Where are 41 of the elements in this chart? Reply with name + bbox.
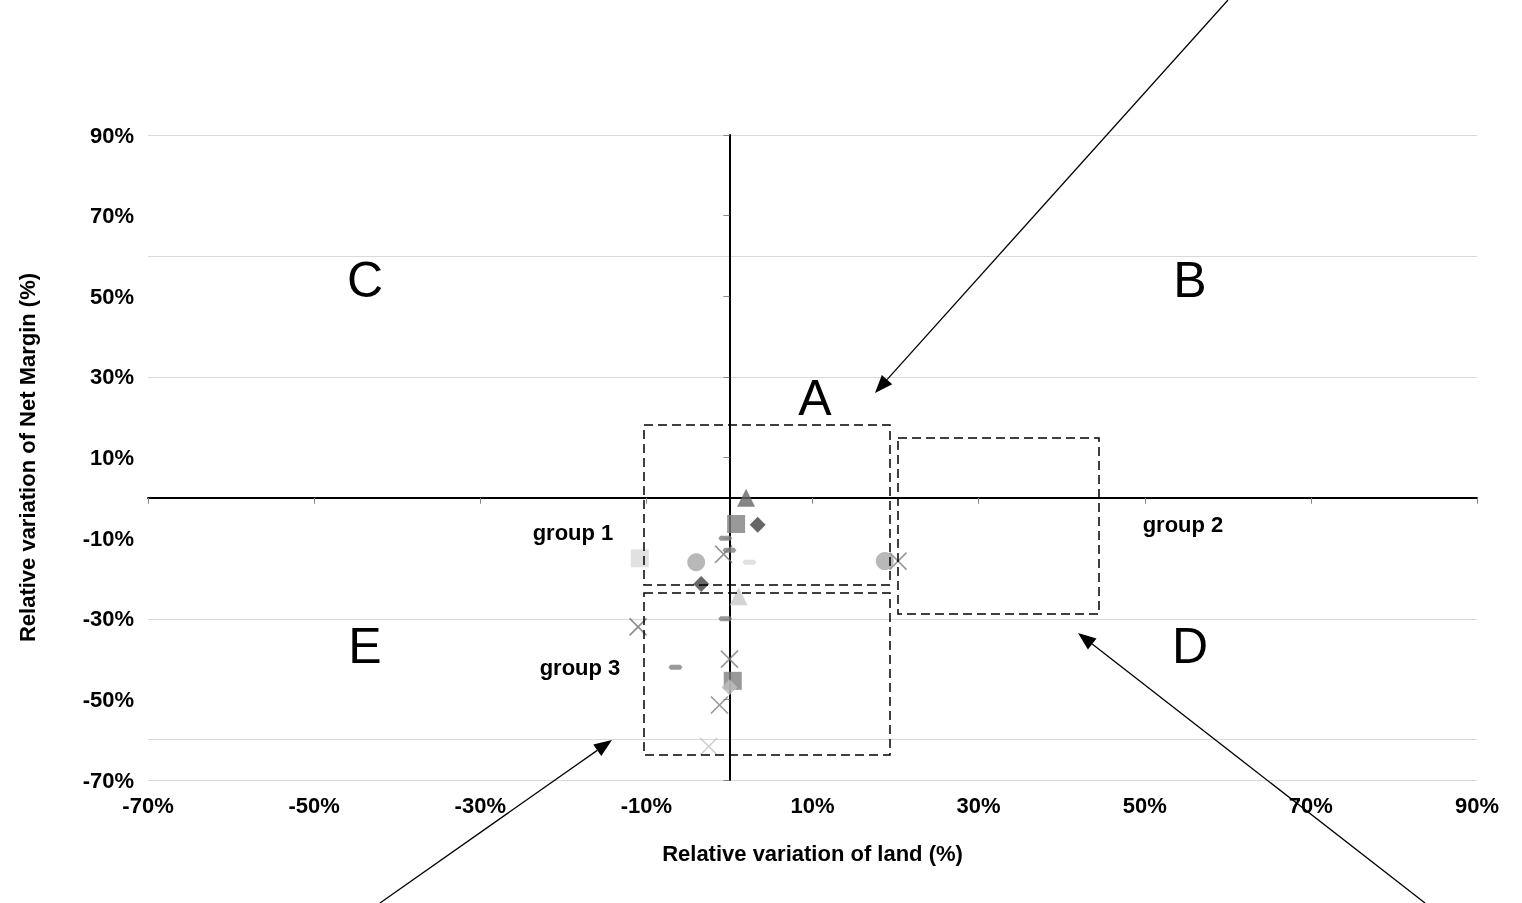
x-tick-label: 30% bbox=[956, 792, 1001, 818]
point bbox=[699, 737, 718, 756]
y-tick-label: -30% bbox=[82, 606, 134, 632]
x-axis-title: Relative variation of land (%) bbox=[662, 840, 963, 866]
point bbox=[727, 515, 746, 534]
x-tick-label: 90% bbox=[1454, 792, 1500, 818]
x-tick-label: -10% bbox=[620, 792, 673, 818]
annotation: B bbox=[1173, 252, 1207, 308]
x-tick-label: -30% bbox=[454, 792, 506, 818]
x-tick-label: 10% bbox=[790, 792, 835, 818]
annotation: C bbox=[346, 252, 384, 308]
annotation: E bbox=[348, 618, 382, 674]
annotation: A bbox=[798, 370, 833, 426]
y-tick-label: 90% bbox=[89, 122, 134, 148]
point bbox=[888, 551, 908, 571]
point bbox=[720, 649, 739, 669]
y-tick-label: 70% bbox=[89, 203, 134, 229]
point bbox=[710, 695, 729, 715]
annotation: group 3 bbox=[539, 654, 621, 680]
y-axis-title: Relative variation of Net Margin (%) bbox=[14, 272, 40, 643]
point bbox=[737, 488, 756, 507]
x-tick-label: -70% bbox=[122, 792, 174, 818]
annotation: group 1 bbox=[532, 519, 614, 545]
point bbox=[630, 549, 649, 568]
x-tick-label: -50% bbox=[288, 792, 340, 818]
x-tick-label: 50% bbox=[1122, 792, 1167, 818]
annotation: group 2 bbox=[1142, 511, 1224, 537]
y-tick-label: -50% bbox=[82, 686, 134, 712]
point bbox=[875, 552, 894, 571]
annotation: D bbox=[1171, 618, 1209, 674]
point bbox=[729, 587, 748, 606]
y-tick-label: 30% bbox=[89, 364, 134, 390]
point bbox=[687, 553, 706, 572]
y-tick-label: -10% bbox=[82, 525, 134, 551]
point bbox=[749, 516, 766, 533]
y-tick-label: 50% bbox=[89, 283, 134, 309]
point bbox=[628, 617, 648, 637]
y-tick-label: -70% bbox=[82, 767, 134, 793]
point bbox=[714, 544, 733, 564]
y-tick-label: 10% bbox=[89, 445, 134, 470]
point bbox=[721, 679, 738, 696]
